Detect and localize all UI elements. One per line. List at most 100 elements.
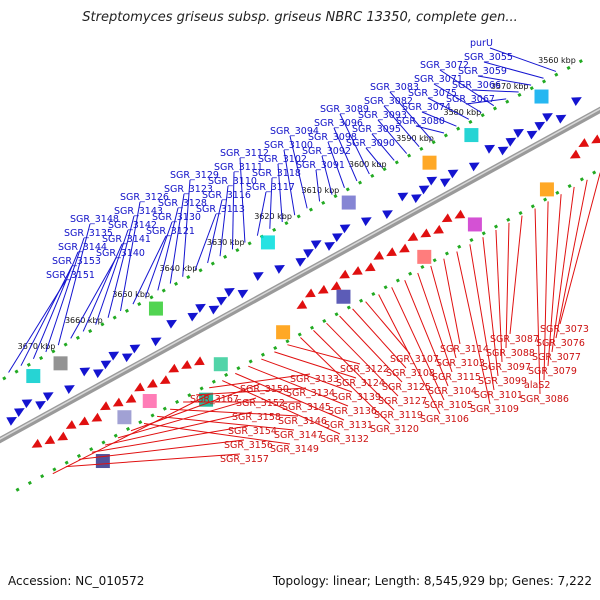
plus-gene-label: SGR_3066 bbox=[452, 80, 501, 91]
label-leader-line bbox=[132, 235, 167, 305]
label-leader-line bbox=[287, 344, 361, 365]
plus-gene-label: SGR_3072 bbox=[420, 60, 469, 71]
label-leader-line bbox=[283, 149, 296, 216]
label-leader-line bbox=[78, 439, 245, 460]
minus-gene-arrow bbox=[386, 247, 397, 257]
label-leader-line bbox=[365, 301, 411, 355]
minus-gene-label: SGR_3146 bbox=[278, 416, 327, 427]
plus-gene-label: SGR_3095 bbox=[352, 124, 401, 135]
label-leader-line bbox=[144, 221, 173, 298]
plus-gene-label: SGR_3143 bbox=[114, 206, 163, 217]
label-leader-line bbox=[289, 135, 308, 209]
plus-gene-arrow bbox=[108, 351, 120, 361]
minus-gene-label: SGR_3136 bbox=[328, 406, 377, 417]
plus-gene-label: SGR_3148 bbox=[70, 214, 119, 225]
minus-track-dots bbox=[15, 167, 600, 492]
plus-gene-label: SGR_3074 bbox=[402, 102, 451, 113]
label-leader-line bbox=[261, 358, 353, 393]
label-leader-line bbox=[157, 207, 179, 291]
tick-label: 3580 kbp bbox=[443, 108, 481, 117]
feature-box bbox=[117, 410, 132, 425]
label-leader-line bbox=[471, 89, 519, 93]
plus-gene-label: SGR_3059 bbox=[458, 66, 507, 77]
minus-gene-arrow bbox=[591, 134, 600, 144]
label-leader-line bbox=[477, 75, 532, 86]
plus-gene-arrow bbox=[13, 408, 25, 417]
label-leader-line bbox=[534, 208, 541, 395]
feature-box bbox=[53, 356, 68, 371]
label-leader-line bbox=[547, 194, 562, 367]
minus-gene-arrow bbox=[373, 250, 385, 260]
label-leader-line bbox=[352, 308, 407, 369]
plus-gene-arrow bbox=[382, 210, 393, 220]
minus-gene-label: SGR_3158 bbox=[232, 412, 281, 423]
plus-gene-arrow bbox=[216, 296, 228, 306]
feature-box bbox=[539, 182, 554, 197]
plus-gene-label: SGR_3129 bbox=[170, 170, 219, 181]
plus-gene-label: SGR_3090 bbox=[346, 138, 395, 149]
plus-gene-arrow bbox=[224, 288, 235, 297]
plus-gene-label: SGR_3096 bbox=[314, 118, 363, 129]
plus-gene-arrow bbox=[426, 176, 438, 186]
feature-box bbox=[422, 155, 437, 170]
minus-gene-arrow bbox=[296, 300, 308, 309]
label-leader-line bbox=[555, 179, 588, 339]
label-leader-line bbox=[433, 83, 482, 113]
label-leader-line bbox=[95, 229, 129, 325]
plus-gene-label: SGR_3102 bbox=[258, 154, 307, 165]
minus-gene-label: SGR_3099 bbox=[478, 376, 527, 387]
genome-summary-text: Topology: linear; Length: 8,545,929 bp; … bbox=[272, 574, 592, 588]
tick-label: 3660 kbp bbox=[65, 316, 103, 325]
plus-gene-label: SGR_3151 bbox=[46, 270, 95, 281]
backbone-highlight bbox=[0, 108, 600, 440]
label-leader-line bbox=[104, 411, 253, 446]
plus-gene-arrow bbox=[208, 305, 220, 315]
tick-label: 3640 kbp bbox=[160, 264, 198, 273]
minus-gene-label: SGR_3150 bbox=[240, 384, 289, 395]
plus-gene-label: SGR_3080 bbox=[396, 116, 445, 127]
minus-gene-label: SGR_3107 bbox=[390, 354, 439, 365]
plus-gene-arrow bbox=[513, 128, 524, 138]
minus-gene-arrow bbox=[399, 243, 410, 253]
label-leader-line bbox=[169, 193, 185, 284]
label-leader-line bbox=[333, 127, 358, 182]
minus-gene-arrow bbox=[134, 382, 145, 392]
label-leader-line bbox=[143, 423, 291, 445]
minus-gene-label: SGR_3149 bbox=[270, 444, 319, 455]
minus-gene-label: SGR_3124 bbox=[336, 378, 385, 389]
minus-gene-arrow bbox=[99, 401, 111, 411]
plus-gene-arrow bbox=[35, 401, 46, 410]
label-leader-line bbox=[559, 172, 600, 325]
plus-gene-label: purU bbox=[470, 38, 493, 49]
label-leader-line bbox=[326, 322, 399, 397]
label-leader-line bbox=[495, 229, 503, 363]
minus-gene-arrow bbox=[317, 284, 329, 294]
minus-gene-arrow bbox=[364, 262, 376, 272]
label-leader-line bbox=[70, 257, 117, 339]
label-leader-line bbox=[391, 287, 445, 401]
plus-gene-arrow bbox=[121, 353, 133, 363]
plus-gene-arrow bbox=[505, 137, 517, 147]
plus-gene-label: SGR_3118 bbox=[252, 168, 301, 179]
plus-gene-label: SGR_3126 bbox=[120, 192, 169, 203]
minus-gene-arrow bbox=[407, 232, 419, 241]
plus-gene-arrow bbox=[484, 144, 496, 154]
plus-gene-label: SGR_3112 bbox=[220, 148, 269, 159]
label-leader-line bbox=[456, 251, 491, 405]
plus-gene-arrow bbox=[418, 185, 430, 195]
plus-gene-arrow bbox=[237, 289, 249, 299]
tick-label: 3590 kbp bbox=[396, 134, 434, 143]
plus-gene-arrow bbox=[100, 360, 112, 370]
minus-gene-arrow bbox=[352, 266, 363, 275]
plus-gene-label: SGR_3121 bbox=[146, 226, 195, 237]
plus-gene-arrow bbox=[93, 369, 104, 379]
minus-gene-label: SGR_3077 bbox=[532, 352, 581, 363]
feature-box bbox=[534, 89, 549, 104]
plus-gene-arrow bbox=[542, 113, 553, 122]
minus-gene-label: SGR_3101 bbox=[474, 390, 523, 401]
label-leader-line bbox=[321, 155, 333, 195]
minus-gene-label: SGR_3133 bbox=[290, 374, 339, 385]
minus-gene-arrow bbox=[441, 213, 453, 223]
plus-gene-label: SGR_3140 bbox=[96, 248, 145, 259]
